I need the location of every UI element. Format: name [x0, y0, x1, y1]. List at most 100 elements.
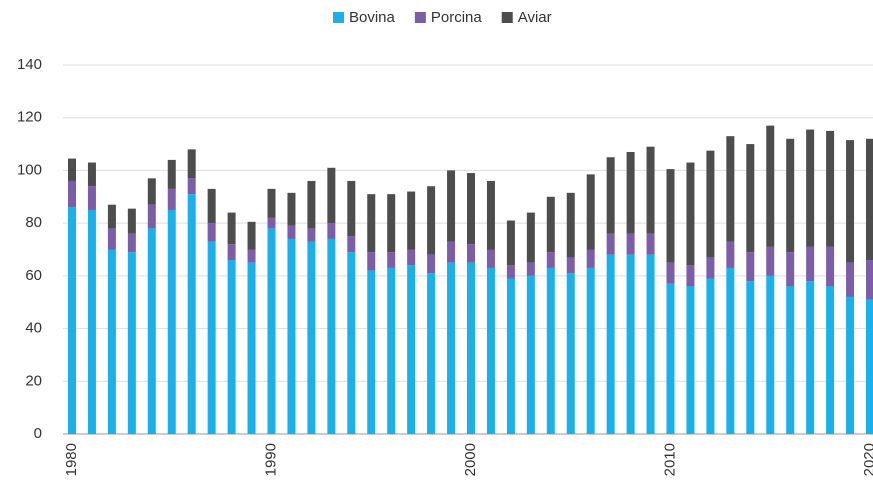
bar-segment [347, 236, 356, 253]
bar-segment [407, 191, 416, 250]
bar-segment [87, 162, 96, 187]
bar-segment [506, 278, 515, 434]
bar-segment [706, 257, 715, 279]
y-tick-label: 0 [34, 425, 42, 442]
bar-segment [107, 204, 116, 229]
bar-segment [586, 174, 595, 250]
bar-segment [87, 209, 96, 434]
bar-segment [746, 281, 755, 434]
bar-segment [427, 254, 436, 274]
bar-segment [147, 204, 156, 229]
x-tick-label: 2000 [462, 443, 479, 476]
bar-segment [686, 265, 695, 287]
bar-segment [427, 186, 436, 255]
bar-segment [766, 125, 775, 247]
bar-segment [646, 146, 655, 234]
bar-segment [447, 241, 456, 263]
y-tick-label: 120 [17, 109, 42, 126]
bar-segment [686, 286, 695, 434]
bar-segment [367, 252, 376, 271]
bar-segment [267, 228, 276, 434]
bar-segment [187, 194, 196, 434]
bar-segment [467, 173, 475, 245]
bar-segment [606, 157, 615, 234]
bar-segment [486, 267, 495, 434]
bar-segment [227, 260, 236, 434]
bar-segment [127, 208, 136, 234]
bar-segment [546, 196, 555, 253]
bar-segment [287, 225, 296, 239]
bar-segment [207, 223, 216, 242]
bar-segment [626, 254, 635, 434]
bar-segment [726, 136, 735, 242]
bar-segment [846, 140, 855, 263]
bar-segment [666, 169, 675, 263]
bar-segment [147, 178, 156, 205]
bar-segment [486, 180, 495, 250]
bar-segment [467, 262, 475, 434]
bar-segment [467, 244, 475, 263]
bar-segment [307, 180, 316, 229]
bar-segment [247, 221, 256, 250]
bar-segment [666, 262, 675, 284]
y-tick-label: 100 [17, 161, 42, 178]
bar-segment [247, 249, 256, 263]
x-tick-label: 1990 [262, 443, 279, 476]
bar-segment [866, 138, 873, 261]
bar-segment [746, 252, 755, 282]
bar-segment [706, 150, 715, 258]
bar-segment [586, 249, 595, 268]
bar-segment [127, 252, 136, 434]
y-tick-label: 60 [25, 267, 42, 284]
legend-swatch [333, 12, 344, 23]
bar-segment [506, 220, 515, 266]
bar-segment [227, 212, 236, 245]
bar-segment [826, 286, 835, 434]
bar-segment [387, 252, 396, 268]
legend-swatch [501, 12, 513, 23]
bar-segment [626, 151, 635, 234]
bar-segment [307, 228, 316, 242]
bar-segment [526, 262, 535, 276]
bar-segment [746, 144, 755, 253]
bar-segment [68, 180, 76, 208]
bar-segment [786, 286, 795, 434]
bar-segment [486, 249, 495, 268]
y-tick-label: 80 [25, 214, 42, 231]
bar-segment [347, 252, 356, 434]
bar-segment [626, 233, 635, 255]
bar-segment [387, 194, 396, 253]
bar-segment [526, 275, 535, 434]
bar-segment [367, 194, 376, 253]
bar-segment [586, 267, 595, 434]
bar-segment [846, 262, 855, 297]
bar-segment [546, 252, 555, 268]
bar-segment [566, 257, 575, 274]
bar-segment [806, 246, 815, 282]
bar-segment [167, 209, 176, 434]
bar-segment [447, 262, 456, 434]
legend-swatch [414, 12, 426, 23]
bar-segment [87, 186, 96, 210]
bar-segment [606, 233, 615, 255]
bar-segment [686, 162, 695, 266]
bar-segment [367, 270, 376, 434]
legend-label: Bovina [349, 9, 396, 26]
bar-segment [407, 249, 416, 266]
bar-segment [327, 238, 336, 434]
bar-segment [407, 265, 416, 434]
bar-segment [207, 241, 216, 434]
bar-segment [646, 233, 655, 255]
bar-segment [167, 159, 176, 189]
bar-segment [706, 278, 715, 434]
bar-segment [187, 178, 196, 195]
bar-segment [766, 246, 775, 276]
bar-segment [107, 228, 116, 250]
legend-label: Porcina [431, 9, 483, 26]
bar-segment [646, 254, 655, 434]
bar-segment [447, 170, 456, 242]
x-tick-label: 1980 [63, 443, 80, 476]
y-tick-label: 20 [25, 372, 42, 389]
bar-segment [307, 241, 316, 434]
